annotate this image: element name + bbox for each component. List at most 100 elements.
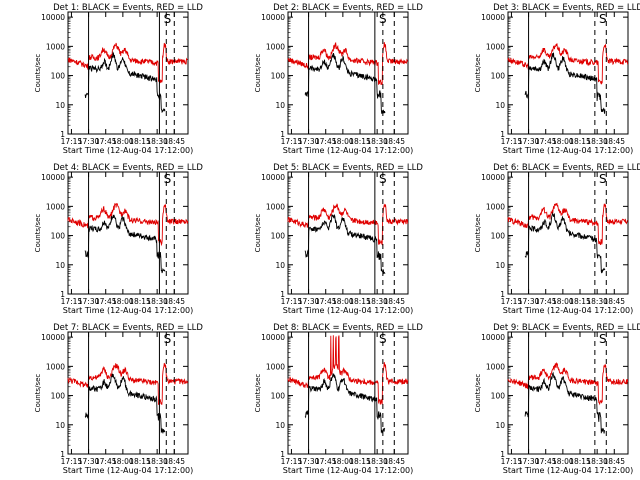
plot-frame xyxy=(287,11,409,135)
x-tick-label: 18:45 xyxy=(383,457,405,466)
x-tick-label: 18:30 xyxy=(366,297,388,306)
y-tick-label: 100 xyxy=(271,72,286,81)
x-tick-label: 18:30 xyxy=(366,137,388,146)
y-tick-label: 1 xyxy=(500,290,505,299)
y-tick-label: 1 xyxy=(500,130,505,139)
saa-annotation: S xyxy=(599,172,607,186)
lld-series-line xyxy=(287,41,409,85)
x-tick-label: 17:30 xyxy=(298,137,320,146)
panel-title: Det 1: BLACK = Events, RED = LLD xyxy=(53,3,203,13)
y-tick-label: 10 xyxy=(275,261,285,270)
saa-annotation: S xyxy=(379,12,387,26)
y-tick-label: 10 xyxy=(495,261,505,270)
y-tick-label: 10 xyxy=(495,101,505,110)
x-axis-label: Start Time (12-Aug-04 17:12:00) xyxy=(283,466,414,475)
plot-frame xyxy=(507,171,629,295)
y-tick-label: 10000 xyxy=(41,333,65,342)
x-tick-label: 17:45 xyxy=(315,457,337,466)
saa-annotation: S xyxy=(379,332,387,346)
plot-frame xyxy=(67,11,189,135)
x-tick-label: 17:30 xyxy=(518,457,540,466)
y-tick-label: 10000 xyxy=(261,13,285,22)
panel-title: Det 6: BLACK = Events, RED = LLD xyxy=(493,163,640,173)
y-tick-label: 1 xyxy=(60,290,65,299)
detector-panel-8: Det 8: BLACK = Events, RED = LLD Counts/s… xyxy=(254,323,423,475)
x-tick-label: 17:30 xyxy=(518,297,540,306)
y-tick-label: 1 xyxy=(280,450,285,459)
x-tick-label: 18:30 xyxy=(146,457,168,466)
x-tick-label: 18:15 xyxy=(349,297,371,306)
y-axis-label: Counts/sec xyxy=(474,54,482,93)
x-tick-label: 17:15 xyxy=(61,297,83,306)
x-tick-label: 18:45 xyxy=(163,457,185,466)
x-tick-label: 17:15 xyxy=(501,137,523,146)
x-tick-label: 18:30 xyxy=(146,137,168,146)
events-series-line xyxy=(304,213,386,275)
saa-annotation: S xyxy=(164,332,172,346)
saa-annotation: S xyxy=(164,172,172,186)
events-series-line xyxy=(84,51,166,114)
y-tick-label: 10000 xyxy=(481,333,505,342)
y-tick-label: 10000 xyxy=(41,173,65,182)
x-tick-label: 18:45 xyxy=(163,137,185,146)
x-tick-label: 18:30 xyxy=(586,457,608,466)
y-axis-label: Counts/sec xyxy=(254,54,262,93)
detector-panel-3: Det 3: BLACK = Events, RED = LLD Counts/s… xyxy=(474,3,640,155)
y-tick-label: 100 xyxy=(491,392,506,401)
panel-title: Det 9: BLACK = Events, RED = LLD xyxy=(493,323,640,333)
events-series-line xyxy=(84,373,166,434)
saa-annotation: S xyxy=(599,12,607,26)
x-tick-label: 18:00 xyxy=(332,297,354,306)
x-tick-label: 17:45 xyxy=(95,297,117,306)
y-tick-label: 10000 xyxy=(481,173,505,182)
y-axis-label: Counts/sec xyxy=(474,214,482,253)
x-tick-label: 18:00 xyxy=(332,457,354,466)
x-tick-label: 17:15 xyxy=(501,297,523,306)
y-tick-label: 1 xyxy=(60,130,65,139)
x-axis-label: Start Time (12-Aug-04 17:12:00) xyxy=(503,146,634,155)
plot-frame xyxy=(287,331,409,455)
y-tick-label: 1 xyxy=(280,290,285,299)
y-tick-label: 10 xyxy=(55,101,65,110)
y-tick-label: 10 xyxy=(55,261,65,270)
events-series-line xyxy=(304,53,386,114)
lld-series-line xyxy=(67,362,189,406)
y-tick-label: 1000 xyxy=(266,362,285,371)
events-series-line xyxy=(524,211,606,274)
x-tick-label: 18:45 xyxy=(603,297,625,306)
x-tick-label: 18:15 xyxy=(349,457,371,466)
x-tick-label: 18:15 xyxy=(569,297,591,306)
events-series-line xyxy=(84,214,166,274)
events-series-line xyxy=(524,52,606,114)
detector-panel-2: Det 2: BLACK = Events, RED = LLD Counts/s… xyxy=(254,3,423,155)
x-tick-label: 18:45 xyxy=(163,297,185,306)
panel-title: Det 5: BLACK = Events, RED = LLD xyxy=(273,163,423,173)
x-tick-label: 18:00 xyxy=(552,457,574,466)
x-tick-label: 18:00 xyxy=(112,297,134,306)
x-tick-label: 17:45 xyxy=(535,137,557,146)
y-tick-label: 10 xyxy=(495,421,505,430)
lld-series-line xyxy=(507,202,628,246)
lld-series-line xyxy=(287,203,409,246)
detector-panel-1: Det 1: BLACK = Events, RED = LLD Counts/s… xyxy=(34,3,203,155)
saa-annotation: S xyxy=(164,12,172,26)
x-tick-label: 18:45 xyxy=(383,297,405,306)
y-tick-label: 10 xyxy=(275,421,285,430)
panel-title: Det 4: BLACK = Events, RED = LLD xyxy=(53,163,203,173)
x-tick-label: 17:30 xyxy=(78,297,100,306)
y-tick-label: 10000 xyxy=(261,333,285,342)
saa-annotation: S xyxy=(599,332,607,346)
panel-title: Det 3: BLACK = Events, RED = LLD xyxy=(493,3,640,13)
x-tick-label: 18:15 xyxy=(129,457,151,466)
x-tick-label: 18:00 xyxy=(552,137,574,146)
y-tick-label: 1 xyxy=(280,130,285,139)
y-axis-label: Counts/sec xyxy=(474,374,482,413)
x-tick-label: 17:45 xyxy=(315,297,337,306)
x-tick-label: 17:30 xyxy=(78,457,100,466)
detector-panel-6: Det 6: BLACK = Events, RED = LLD Counts/s… xyxy=(474,163,640,315)
x-tick-label: 17:15 xyxy=(61,457,83,466)
x-tick-label: 18:45 xyxy=(603,137,625,146)
y-tick-label: 100 xyxy=(491,232,506,241)
lld-series-line xyxy=(507,43,629,85)
